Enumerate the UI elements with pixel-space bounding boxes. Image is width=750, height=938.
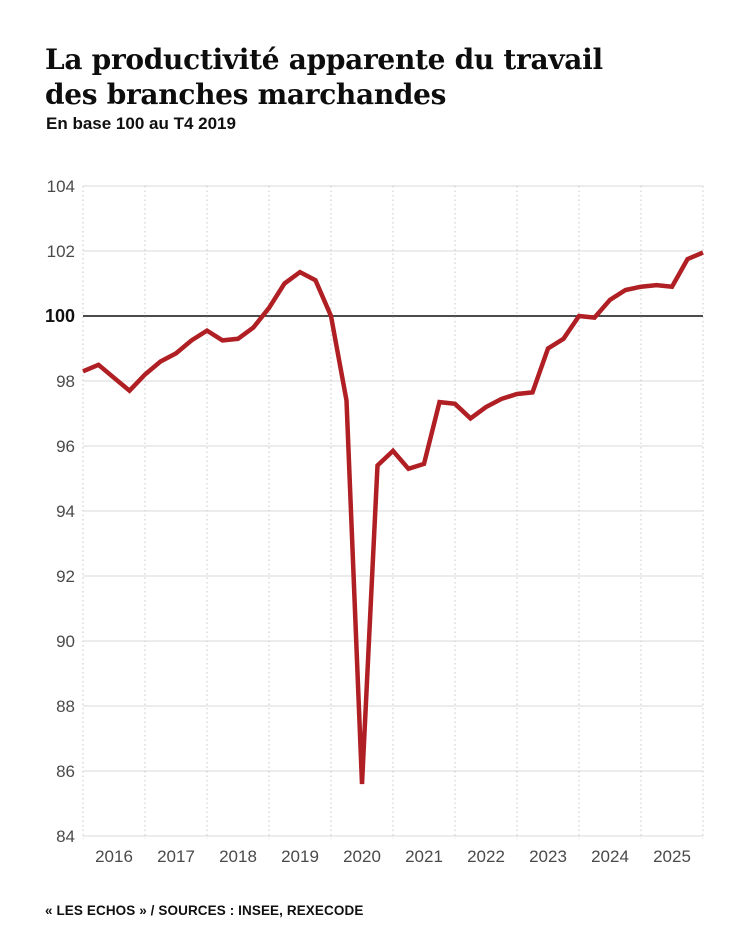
x-tick-label-2016: 2016 [95,847,133,866]
x-tick-label-2024: 2024 [591,847,629,866]
y-tick-label-90: 90 [56,632,75,651]
y-tick-label-88: 88 [56,697,75,716]
x-tick-label-2023: 2023 [529,847,567,866]
productivity-series-line [82,250,704,785]
x-tick-label-2022: 2022 [467,847,505,866]
y-tick-label-98: 98 [56,372,75,391]
y-tick-label-100: 100 [45,306,75,326]
chart-subtitle: En base 100 au T4 2019 [46,114,236,133]
x-tick-label-2021: 2021 [405,847,443,866]
title-line-2: des branches marchandes [45,78,447,111]
x-tick-label-2017: 2017 [157,847,195,866]
title-line-1: La productivité apparente du travail [45,43,603,76]
productivity-line-chart: 84 86 88 90 92 94 96 98 100 102 104 2016 2017 2018 201… [0,165,750,870]
source-credit: « LES ECHOS » / SOURCES : INSEE, REXECOD… [45,903,364,918]
x-tick-label-2025: 2025 [653,847,691,866]
page-title: La productivité apparente du travail des… [45,42,705,112]
y-tick-label-84: 84 [56,827,75,846]
y-tick-label-94: 94 [56,502,75,521]
y-tick-label-86: 86 [56,762,75,781]
y-tick-label-102: 102 [47,242,75,261]
x-tick-label-2019: 2019 [281,847,319,866]
y-tick-label-104: 104 [47,177,75,196]
chart-canvas: 84 86 88 90 92 94 96 98 100 102 104 2016 2017 2018 201… [45,177,704,866]
y-tick-label-96: 96 [56,437,75,456]
y-tick-label-92: 92 [56,567,75,586]
x-tick-label-2020: 2020 [343,847,381,866]
x-tick-label-2018: 2018 [219,847,257,866]
